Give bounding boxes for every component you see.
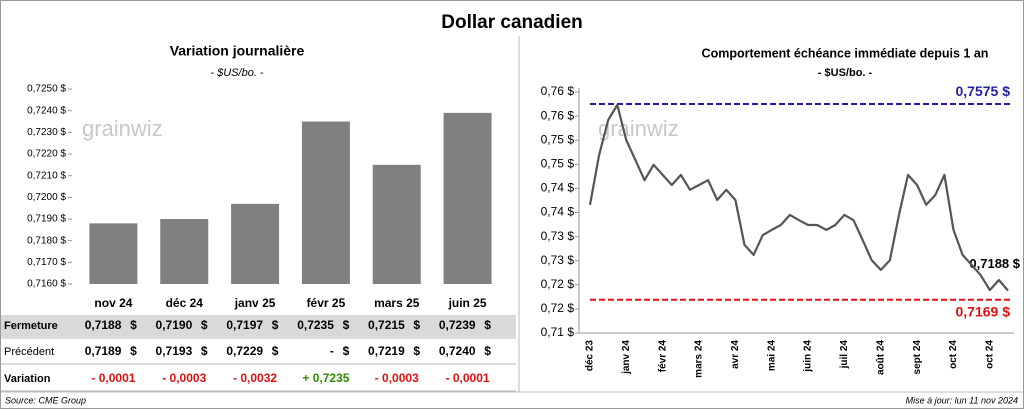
updated: Mise à jour: lun 11 nov 2024 (906, 395, 1018, 405)
x-tick-label: avr 24 (730, 340, 741, 369)
y-tick-label: 0,7200 $ (27, 192, 66, 203)
bar (443, 112, 492, 284)
x-tick-label: sept 24 (912, 340, 923, 375)
x-tick-label: mai 24 (766, 340, 777, 372)
y-tick-label: 0,73 $ (541, 253, 575, 267)
y-tick-label: 0,7180 $ (27, 235, 66, 246)
table-unit: $ (484, 318, 491, 332)
x-tick-label: mars 25 (374, 296, 420, 310)
y-tick-label: 0,7220 $ (27, 149, 66, 160)
y-tick-label: 0,71 $ (541, 325, 575, 339)
bar (372, 164, 421, 284)
bar (231, 203, 280, 284)
table-cell: 0,7229 (226, 344, 263, 358)
table-cell: 0,7240 (439, 344, 476, 358)
y-tick-label: 0,7190 $ (27, 214, 66, 225)
main-title: Dollar canadien (441, 12, 583, 33)
table-unit: $ (484, 344, 491, 358)
table-cell: 0,7235 (297, 318, 334, 332)
table-unit: $ (413, 344, 420, 358)
watermark: grainwiz (598, 116, 679, 141)
table-unit: $ (272, 318, 279, 332)
y-tick-label: 0,76 $ (541, 84, 575, 98)
table-cell: 0,7197 (226, 318, 263, 332)
table-cell: 0,7188 (85, 318, 122, 332)
reference-label: 0,7575 $ (956, 83, 1011, 99)
y-tick-label: 0,7210 $ (27, 170, 66, 181)
y-tick-label: 0,74 $ (541, 181, 575, 195)
y-tick-label: 0,7250 $ (27, 84, 66, 95)
y-tick-label: 0,76 $ (541, 108, 575, 122)
y-tick-label: 0,72 $ (541, 301, 575, 315)
bar (301, 121, 350, 284)
table-unit: $ (201, 344, 208, 358)
table-cell: 0,7189 (85, 344, 122, 358)
x-tick-label: janv 25 (234, 296, 276, 310)
y-tick-label: 0,7160 $ (27, 279, 66, 290)
table-cell: - 0,0003 (162, 371, 206, 385)
row-label: Précédent (4, 346, 54, 358)
bar-title: Variation journalière (170, 43, 305, 59)
table-unit: $ (130, 344, 137, 358)
y-tick-label: 0,7240 $ (27, 105, 66, 116)
x-tick-label: juin 24 (803, 340, 814, 373)
y-tick-label: 0,7230 $ (27, 127, 66, 138)
table-unit: $ (130, 318, 137, 332)
reference-label: 0,7169 $ (956, 303, 1011, 319)
table-unit: $ (343, 318, 350, 332)
y-tick-label: 0,73 $ (541, 229, 575, 243)
table-cell: - 0,0003 (375, 371, 419, 385)
table-cell: + 0,7235 (302, 371, 349, 385)
x-tick-label: juin 25 (448, 296, 487, 310)
bar-subtitle: - $US/bo. - (210, 67, 264, 79)
x-tick-label: déc 23 (585, 340, 596, 372)
y-tick-label: 0,75 $ (541, 156, 575, 170)
table-cell: 0,7239 (439, 318, 476, 332)
table-cell: 0,7190 (156, 318, 193, 332)
bar (160, 219, 209, 284)
x-tick-label: févr 24 (657, 340, 668, 373)
row-label: Variation (4, 373, 51, 385)
table-unit: $ (272, 344, 279, 358)
x-tick-label: juil 24 (839, 340, 850, 370)
table-unit: $ (201, 318, 208, 332)
y-tick-label: 0,7170 $ (27, 257, 66, 268)
x-tick-label: janv 24 (621, 340, 632, 375)
x-tick-label: mars 24 (694, 340, 705, 378)
table-cell: - 0,0001 (91, 371, 135, 385)
table-cell: 0,7215 (368, 318, 405, 332)
x-tick-label: déc 24 (166, 296, 204, 310)
line-series (588, 103, 1009, 292)
y-tick-label: 0,74 $ (541, 205, 575, 219)
watermark: grainwiz (82, 116, 163, 141)
x-tick-label: oct 24 (984, 340, 995, 369)
x-tick-label: nov 24 (94, 296, 132, 310)
x-tick-label: oct 24 (948, 340, 959, 369)
source: Source: CME Group (5, 395, 86, 405)
table-cell: - 0,0032 (233, 371, 277, 385)
y-tick-label: 0,72 $ (541, 277, 575, 291)
x-tick-label: août 24 (875, 340, 886, 375)
table-unit: $ (413, 318, 420, 332)
table-cell: 0,7219 (368, 344, 405, 358)
line-title: Comportement échéance immédiate depuis 1… (702, 46, 989, 60)
bar (89, 223, 138, 284)
table-unit: $ (343, 344, 350, 358)
last-value-label: 0,7188 $ (969, 256, 1020, 271)
x-tick-label: févr 25 (307, 296, 346, 310)
row-label: Fermeture (4, 320, 58, 332)
table-cell: 0,7193 (156, 344, 193, 358)
table-cell: - 0,0001 (446, 371, 490, 385)
y-tick-label: 0,75 $ (541, 132, 575, 146)
row-background (1, 315, 516, 337)
table-cell: - (330, 344, 334, 358)
line-subtitle: - $US/bo. - (818, 67, 873, 79)
